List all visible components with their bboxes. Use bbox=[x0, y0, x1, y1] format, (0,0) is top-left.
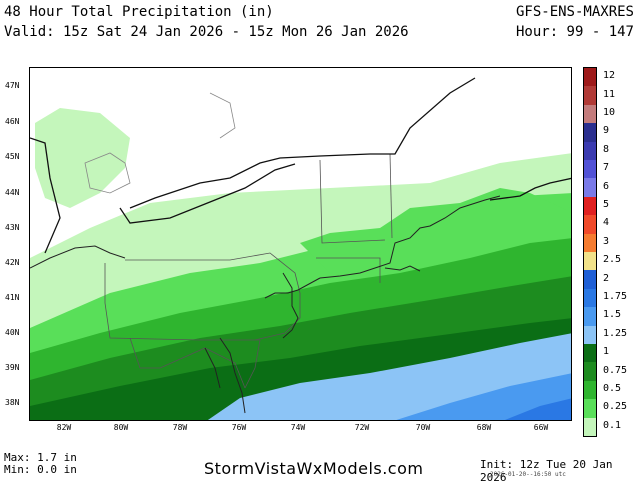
lon-label: 74W bbox=[290, 423, 306, 432]
legend-swatch bbox=[584, 104, 596, 124]
legend-swatch bbox=[584, 362, 596, 381]
legend-swatch bbox=[584, 399, 596, 418]
lat-label: 42N bbox=[5, 258, 20, 267]
legend-swatch bbox=[584, 288, 596, 308]
lat-label: 38N bbox=[5, 398, 20, 407]
lon-label: 80W bbox=[113, 423, 129, 432]
legend-level-label: 2 bbox=[603, 272, 610, 284]
legend-level-label: 3 bbox=[603, 235, 610, 247]
coastline bbox=[30, 195, 501, 414]
lon-label: 70W bbox=[415, 423, 431, 432]
precipitation-map bbox=[29, 67, 572, 421]
band-0.1-north bbox=[35, 108, 130, 208]
legend-level-label: 2.5 bbox=[603, 254, 622, 266]
legend-level-label: 0.25 bbox=[603, 401, 628, 413]
legend-swatch bbox=[584, 270, 596, 289]
legend-swatch bbox=[584, 178, 596, 197]
legend-swatch bbox=[584, 417, 596, 436]
lat-label: 45N bbox=[5, 152, 20, 161]
legend-level-label: 1.75 bbox=[603, 291, 628, 302]
legend-level-label: 6 bbox=[603, 180, 610, 192]
model-name: GFS-ENS-MAXRES bbox=[515, 4, 634, 20]
lon-label: 68W bbox=[476, 423, 492, 432]
legend-level-label: 1.25 bbox=[603, 327, 628, 339]
lat-label: 46N bbox=[5, 117, 20, 126]
legend-swatch bbox=[584, 380, 596, 400]
lon-label: 76W bbox=[231, 423, 247, 432]
legend-swatch bbox=[584, 344, 596, 363]
render-timestamp: 2026-01-20--16:50 utc bbox=[490, 471, 566, 478]
map-title: 48 Hour Total Precipitation (in) bbox=[4, 4, 274, 20]
legend-swatch bbox=[584, 307, 596, 326]
lat-label: 43N bbox=[5, 223, 20, 232]
color-legend bbox=[583, 67, 597, 437]
legend-level-label: 5 bbox=[603, 199, 610, 210]
max-min-readout: Max: 1.7 in Min: 0.0 in bbox=[4, 452, 77, 476]
legend-level-label: 10 bbox=[603, 107, 616, 118]
legend-swatch bbox=[584, 233, 596, 252]
legend-swatch bbox=[584, 160, 596, 179]
legend-swatch bbox=[584, 86, 596, 105]
site-name: StormVistaWxModels.com bbox=[204, 459, 424, 478]
min-value: Min: 0.0 in bbox=[4, 463, 77, 476]
lon-label: 78W bbox=[172, 423, 188, 432]
max-value: Max: 1.7 in bbox=[4, 451, 77, 464]
lat-label: 39N bbox=[5, 363, 20, 372]
lat-label: 44N bbox=[5, 188, 20, 197]
legend-level-label: 8 bbox=[603, 143, 610, 155]
state-borders bbox=[104, 153, 393, 389]
legend-swatch bbox=[584, 196, 596, 216]
legend-swatch bbox=[584, 215, 596, 234]
lon-label: 82W bbox=[56, 423, 72, 432]
band-1.75 bbox=[505, 398, 571, 420]
lat-label: 41N bbox=[5, 293, 20, 302]
lon-label: 66W bbox=[533, 423, 549, 432]
lon-label: 72W bbox=[354, 423, 370, 432]
legend-level-label: 1.5 bbox=[603, 309, 622, 321]
legend-level-label: 1 bbox=[603, 346, 610, 358]
legend-level-label: 0.5 bbox=[603, 383, 622, 394]
legend-level-label: 9 bbox=[603, 125, 610, 137]
legend-swatch bbox=[584, 252, 596, 271]
lake-outlines bbox=[84, 92, 236, 194]
legend-swatch bbox=[584, 123, 596, 142]
legend-level-label: 7 bbox=[603, 162, 610, 174]
band-1.5 bbox=[396, 373, 571, 420]
legend-swatch bbox=[584, 325, 596, 344]
legend-level-label: 0.75 bbox=[603, 364, 628, 376]
legend-swatch bbox=[584, 141, 596, 160]
country-border bbox=[30, 77, 571, 254]
legend-level-label: 4 bbox=[603, 217, 610, 229]
lat-label: 47N bbox=[5, 81, 20, 90]
valid-period: Valid: 15z Sat 24 Jan 2026 - 15z Mon 26 … bbox=[4, 24, 409, 40]
legend-level-label: 0.1 bbox=[603, 419, 622, 431]
forecast-hour: Hour: 99 - 147 bbox=[515, 24, 634, 40]
legend-level-label: 12 bbox=[603, 70, 616, 82]
legend-level-label: 11 bbox=[603, 88, 616, 100]
legend-swatch bbox=[584, 68, 596, 87]
lat-label: 40N bbox=[5, 328, 20, 337]
